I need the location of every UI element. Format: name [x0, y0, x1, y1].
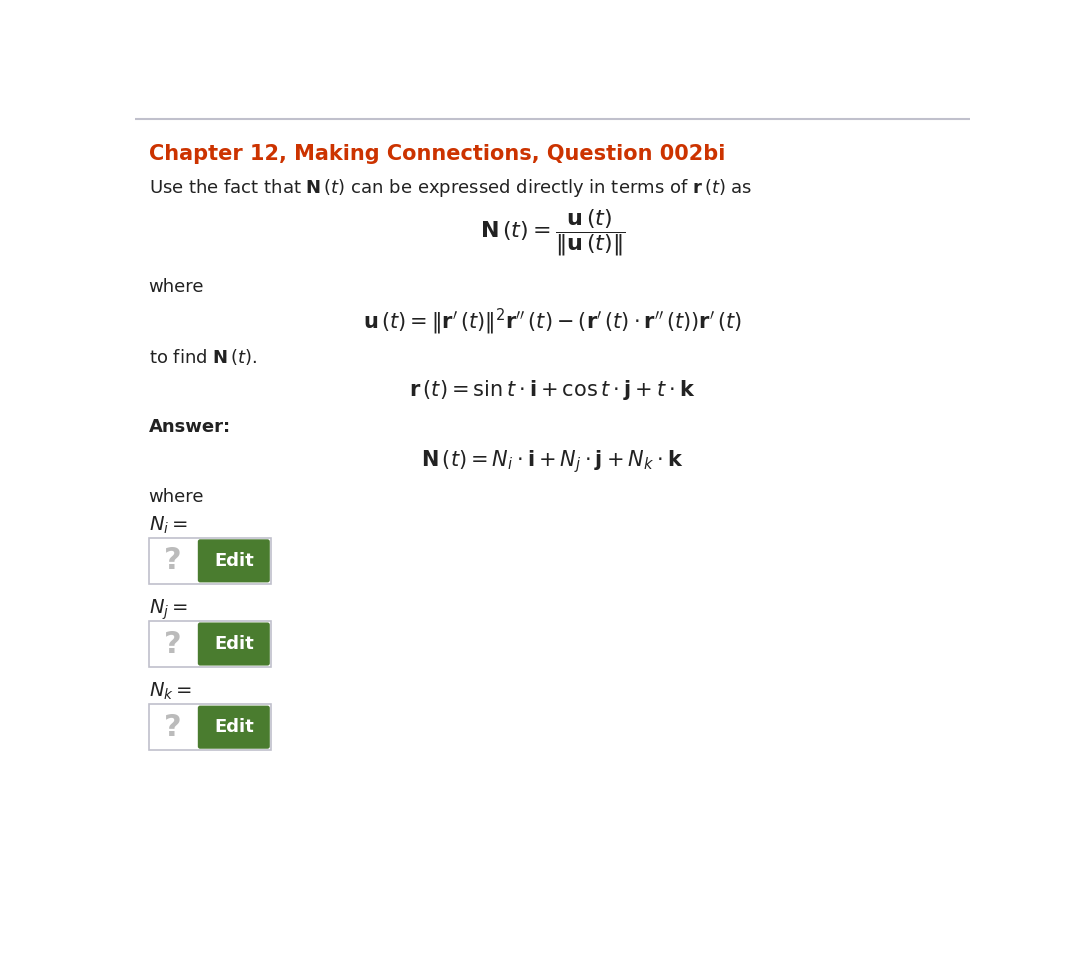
- FancyBboxPatch shape: [149, 620, 272, 667]
- Text: $\mathbf{r}\,(t) = \sin t \cdot \mathbf{i} + \cos t \cdot \mathbf{j} + t \cdot \: $\mathbf{r}\,(t) = \sin t \cdot \mathbf{…: [410, 377, 695, 401]
- Text: where: where: [149, 487, 204, 506]
- Text: ?: ?: [164, 713, 182, 742]
- FancyBboxPatch shape: [197, 622, 270, 666]
- Text: $\mathbf{u}\,(t) = \|\mathbf{r}^{\prime}\,(t)\|^{2}\mathbf{r}^{\prime\prime}\,(t: $\mathbf{u}\,(t) = \|\mathbf{r}^{\prime}…: [363, 307, 742, 337]
- FancyBboxPatch shape: [149, 704, 272, 750]
- Text: ?: ?: [164, 629, 182, 658]
- Text: Chapter 12, Making Connections, Question 002bi: Chapter 12, Making Connections, Question…: [149, 144, 725, 163]
- Text: Answer:: Answer:: [149, 419, 231, 436]
- Text: $N_j =$: $N_j =$: [149, 597, 188, 621]
- Text: Edit: Edit: [213, 635, 253, 653]
- Text: Edit: Edit: [213, 552, 253, 570]
- FancyBboxPatch shape: [197, 705, 270, 749]
- FancyBboxPatch shape: [149, 538, 272, 584]
- Text: ?: ?: [164, 546, 182, 575]
- Text: Use the fact that $\mathbf{N}\,(t)$ can be expressed directly in terms of $\math: Use the fact that $\mathbf{N}\,(t)$ can …: [149, 178, 752, 200]
- FancyBboxPatch shape: [197, 539, 270, 583]
- Text: $\mathbf{N}\,(t) = N_i \cdot \mathbf{i} + N_j \cdot \mathbf{j} + N_k \cdot \math: $\mathbf{N}\,(t) = N_i \cdot \mathbf{i} …: [421, 449, 683, 475]
- Text: $N_i =$: $N_i =$: [149, 514, 188, 536]
- Text: $N_k =$: $N_k =$: [149, 680, 192, 702]
- Text: where: where: [149, 278, 204, 295]
- Text: to find $\mathbf{N}\,(t)$.: to find $\mathbf{N}\,(t)$.: [149, 346, 258, 367]
- Text: Edit: Edit: [213, 718, 253, 736]
- Text: $\mathbf{N}\,(t) = \dfrac{\mathbf{u}\,(t)}{\|\mathbf{u}\,(t)\|}$: $\mathbf{N}\,(t) = \dfrac{\mathbf{u}\,(t…: [480, 207, 625, 258]
